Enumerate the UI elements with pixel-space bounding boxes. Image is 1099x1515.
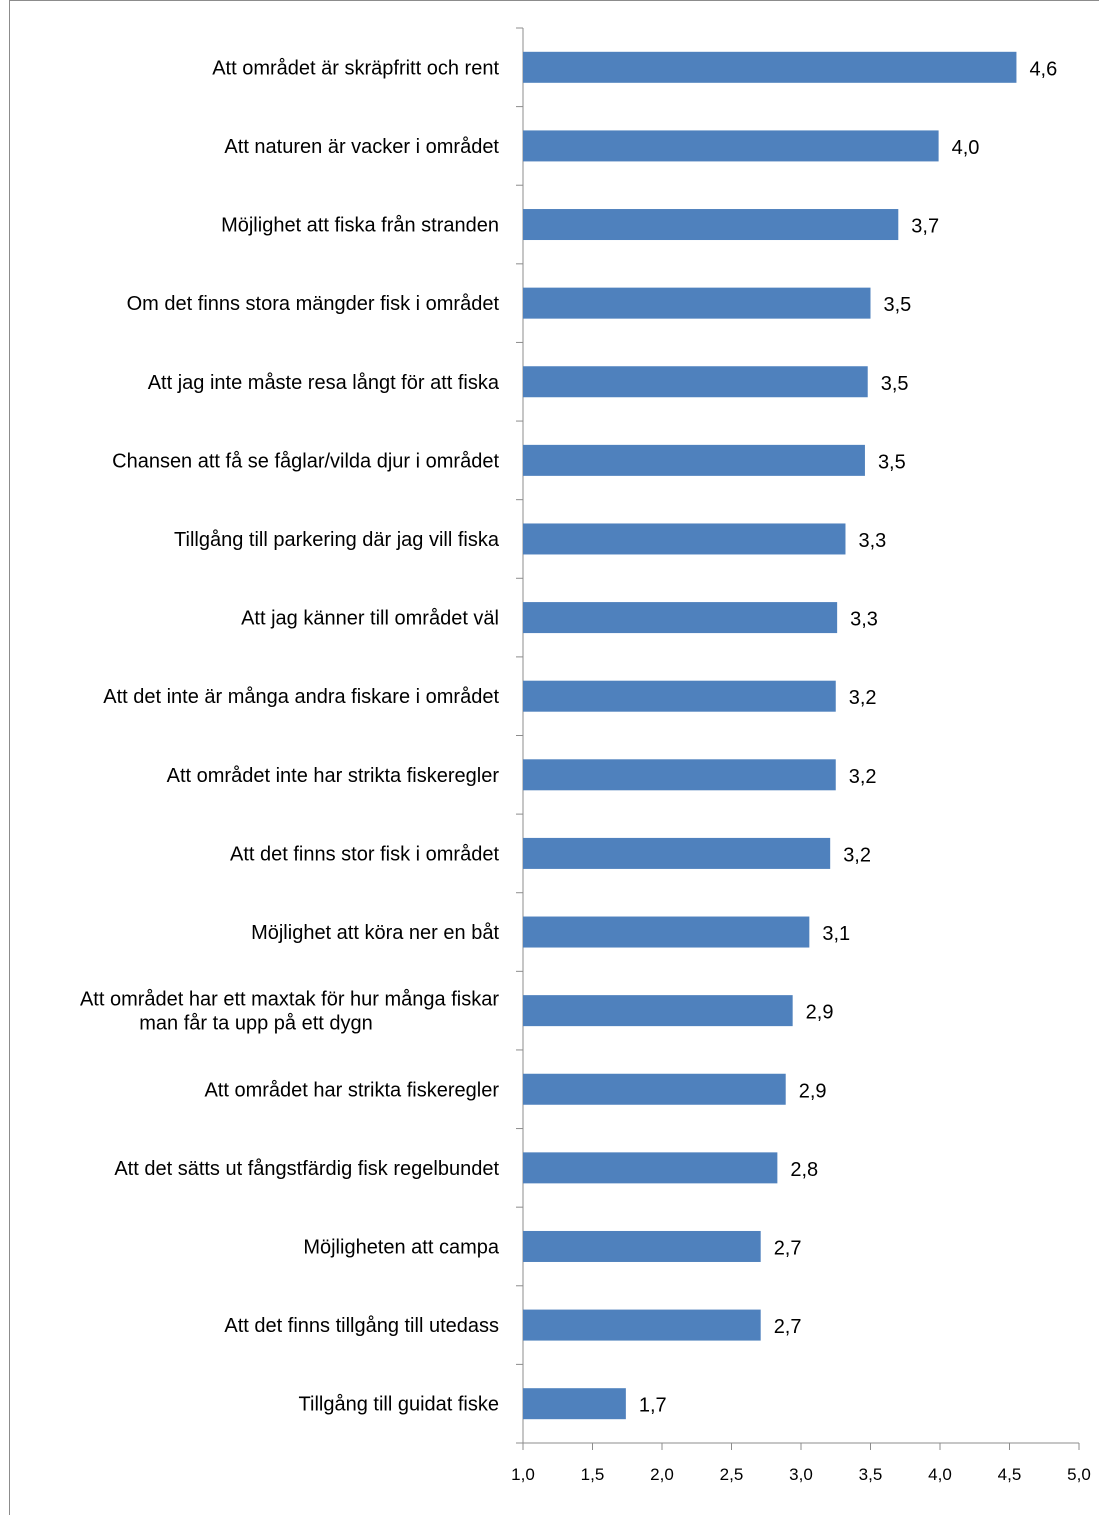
bar-value-label: 2,8 <box>790 1159 818 1181</box>
bar <box>523 51 1017 83</box>
category-label: Att jag känner till området väl <box>241 608 499 630</box>
category-label: Att det inte är många andra fiskare i om… <box>103 686 499 708</box>
bar <box>523 837 831 869</box>
bar <box>523 602 838 634</box>
category-label: Tillgång till parkering där jag vill fis… <box>174 529 500 551</box>
bar <box>523 1152 778 1184</box>
category-label: Att det finns tillgång till utedass <box>224 1315 499 1337</box>
category-label: Möjligheten att campa <box>303 1236 500 1258</box>
category-label: Att jag inte måste resa långt för att fi… <box>148 372 500 394</box>
bar-value-label: 3,2 <box>849 766 877 788</box>
bar-value-label: 3,5 <box>881 373 909 395</box>
bar <box>523 1230 761 1262</box>
x-tick-label: 1,5 <box>581 1465 605 1484</box>
bar-value-label: 4,6 <box>1029 58 1057 80</box>
bar-value-label: 4,0 <box>952 137 980 159</box>
category-label: Att området har ett maxtak för hur många… <box>80 989 499 1011</box>
x-tick-label: 3,0 <box>789 1465 813 1484</box>
category-label: Att området har strikta fiskeregler <box>204 1079 499 1101</box>
bar <box>523 1073 786 1105</box>
bar <box>523 1309 761 1341</box>
chart-frame <box>9 0 1099 1515</box>
category-label: Möjlighet att köra ner en båt <box>251 922 499 944</box>
category-label: Att området inte har strikta fiskeregler <box>167 765 500 787</box>
bar-value-label: 3,2 <box>849 687 877 709</box>
bar-value-label: 1,7 <box>639 1395 667 1417</box>
bar-value-label: 2,9 <box>799 1080 827 1102</box>
category-label: Tillgång till guidat fiske <box>299 1394 499 1416</box>
category-label: Att området är skräpfritt och rent <box>212 57 499 79</box>
category-label: man får ta upp på ett dygn <box>139 1013 373 1035</box>
x-tick-label: 4,0 <box>928 1465 952 1484</box>
bar <box>523 287 871 319</box>
bar <box>523 680 836 712</box>
bar-value-label: 3,3 <box>850 609 878 631</box>
bar-value-label: 2,7 <box>774 1316 802 1338</box>
bar <box>523 444 865 476</box>
bar-value-label: 2,7 <box>774 1237 802 1259</box>
bar <box>523 759 836 791</box>
bar-value-label: 3,2 <box>843 844 871 866</box>
x-tick-label: 2,5 <box>720 1465 744 1484</box>
category-label: Om det finns stora mängder fisk i område… <box>127 293 500 315</box>
x-tick-label: 2,0 <box>650 1465 674 1484</box>
x-tick-label: 4,5 <box>998 1465 1022 1484</box>
bar-value-label: 3,5 <box>878 451 906 473</box>
bar <box>523 366 868 398</box>
bar-value-label: 3,5 <box>884 294 912 316</box>
category-label: Att det sätts ut fångstfärdig fisk regel… <box>114 1158 499 1180</box>
bar-value-label: 3,3 <box>858 530 886 552</box>
category-label: Chansen att få se fåglar/vilda djur i om… <box>112 450 499 472</box>
bar <box>523 1388 626 1420</box>
bar-value-label: 3,7 <box>911 216 939 238</box>
bar <box>523 209 899 241</box>
bar <box>523 916 810 948</box>
category-label: Att det finns stor fisk i området <box>230 843 499 865</box>
bar-value-label: 3,1 <box>822 923 850 945</box>
bar <box>523 523 846 555</box>
category-label: Möjlighet att fiska från stranden <box>221 215 499 237</box>
x-tick-label: 1,0 <box>511 1465 535 1484</box>
bar-value-label: 2,9 <box>806 1002 834 1024</box>
bar <box>523 130 939 162</box>
bar <box>523 995 793 1027</box>
x-tick-label: 3,5 <box>859 1465 883 1484</box>
category-label: Att naturen är vacker i området <box>224 136 499 158</box>
x-tick-label: 5,0 <box>1067 1465 1091 1484</box>
